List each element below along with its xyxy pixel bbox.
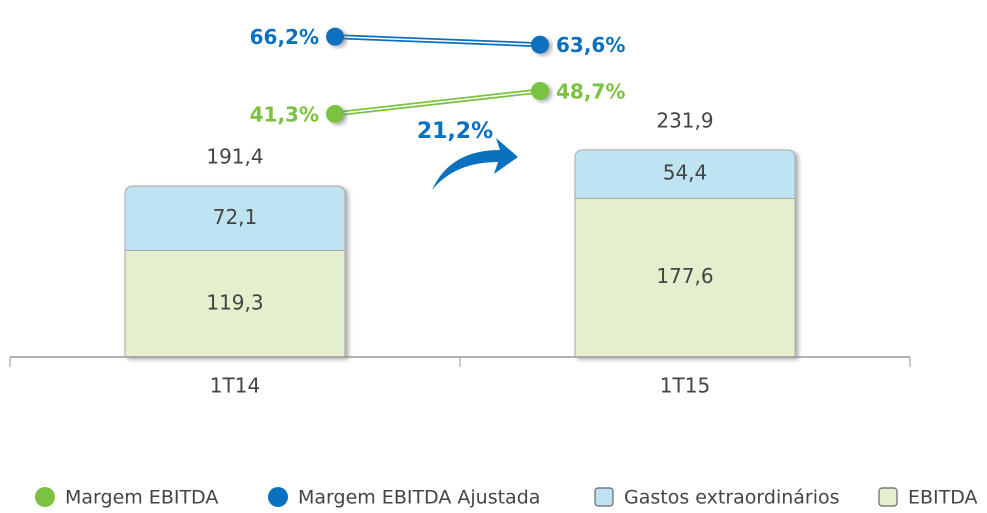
data-label: 177,6 (656, 264, 713, 288)
legend-label: Margem EBITDA (65, 487, 218, 509)
legend-swatch (268, 487, 288, 507)
growth-arrow (432, 138, 518, 190)
line-point (326, 104, 344, 123)
x-tick-label: 1T14 (210, 374, 260, 398)
growth-annotation: 21,2% (417, 119, 493, 144)
total-label: 231,9 (656, 108, 713, 132)
legend-label: EBITDA (908, 487, 978, 509)
line-point (326, 27, 344, 46)
x-tick-label: 1T15 (660, 374, 710, 398)
total-label: 191,4 (206, 145, 263, 169)
bar-segment (124, 250, 346, 358)
line-label: 41,3% (250, 102, 319, 126)
bar-stack (124, 185, 346, 358)
line-label: 66,2% (250, 25, 319, 49)
line-label: 48,7% (556, 79, 625, 103)
data-label: 119,3 (206, 290, 263, 314)
data-label: 54,4 (663, 161, 708, 185)
line-point (531, 81, 549, 100)
bar-segment (574, 149, 796, 199)
line-inner (334, 35, 541, 46)
legend-swatch (878, 487, 898, 507)
legend-swatch (594, 487, 614, 507)
line-point (531, 35, 549, 54)
line-inner (334, 90, 541, 115)
legend-label: Margem EBITDA Ajustada (298, 487, 540, 509)
legend-swatch (35, 487, 55, 507)
legend-label: Gastos extraordinários (624, 487, 840, 509)
data-label: 72,1 (213, 205, 258, 229)
bar-segment (124, 185, 346, 252)
line-label: 63,6% (556, 33, 625, 57)
